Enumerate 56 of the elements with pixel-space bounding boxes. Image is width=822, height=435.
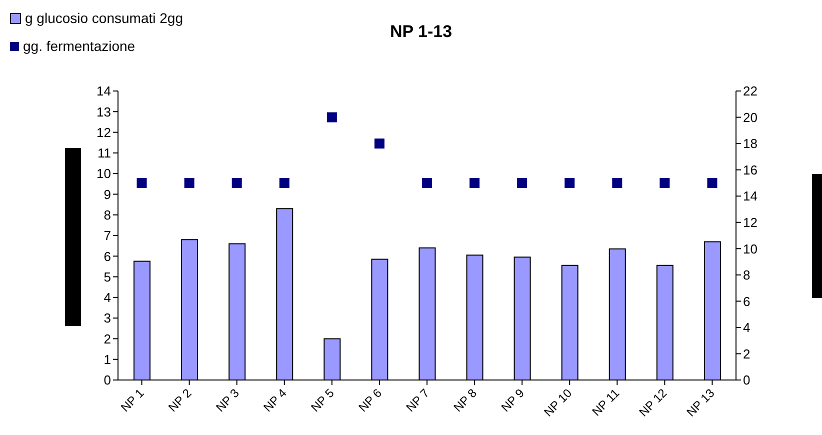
y-tick-label: 12: [96, 124, 111, 140]
y2-tick-label: 10: [743, 241, 758, 256]
point: [184, 178, 194, 188]
legend-label: g glucosio consumati 2gg: [25, 9, 183, 28]
x-tick-label: NP 8: [450, 386, 480, 415]
point: [564, 178, 575, 188]
y-tick-label: 2: [104, 331, 111, 346]
legend-label: gg. fermentazione: [23, 37, 136, 56]
point: [374, 138, 384, 149]
point: [470, 178, 480, 188]
y2-tick-label: 18: [743, 136, 758, 152]
y2-tick-label: 6: [743, 294, 750, 309]
x-tick-label: NP 6: [356, 386, 385, 415]
y2-tick-label: 20: [743, 110, 758, 125]
x-tick-label: NP 12: [636, 386, 670, 420]
y-tick-label: 3: [104, 310, 111, 326]
y2-tick-label: 8: [743, 268, 750, 283]
y2-tick-label: 14: [743, 188, 758, 204]
y-tick-label: 5: [104, 269, 111, 284]
point: [136, 178, 147, 188]
y-tick-label: 1: [104, 352, 111, 367]
x-tick-label: NP 2: [166, 386, 194, 415]
point: [422, 178, 432, 188]
x-tick-label: NP 1: [118, 386, 147, 415]
x-tick-label: NP 3: [213, 386, 242, 415]
y-tick-label: 14: [96, 84, 111, 99]
x-tick-label: NP 9: [498, 386, 528, 415]
y2-tick-label: 22: [743, 84, 758, 99]
y-tick-label: 8: [104, 207, 111, 222]
point: [232, 178, 242, 188]
x-tick-label: NP 13: [684, 386, 718, 420]
point: [707, 178, 718, 188]
point: [517, 178, 528, 188]
y2-tick-label: 2: [743, 346, 750, 362]
y-tick-label: 9: [104, 186, 111, 202]
y-tick-label: 4: [104, 290, 111, 306]
point: [279, 178, 290, 188]
point: [612, 178, 622, 188]
y2-tick-label: 16: [743, 162, 758, 178]
y-tick-label: 0: [104, 372, 111, 388]
y-tick-label: 13: [96, 104, 111, 120]
chart-title: NP 1-13: [390, 22, 452, 42]
point: [326, 112, 337, 122]
y2-tick-label: 0: [743, 372, 750, 388]
x-tick-label: NP 5: [308, 386, 338, 415]
x-tick-label: NP 7: [403, 386, 432, 415]
x-tick-label: NP 10: [541, 386, 575, 420]
y-tick-label: 11: [98, 146, 111, 161]
y2-tick-label: 12: [743, 214, 758, 230]
y2-tick-label: 4: [743, 320, 750, 336]
y-tick-label: 6: [104, 248, 111, 264]
x-tick-label: NP 4: [260, 386, 290, 415]
y-tick-label: 10: [96, 166, 111, 182]
y-tick-label: 7: [104, 228, 111, 244]
x-tick-label: NP 11: [589, 386, 622, 419]
point: [660, 178, 670, 188]
